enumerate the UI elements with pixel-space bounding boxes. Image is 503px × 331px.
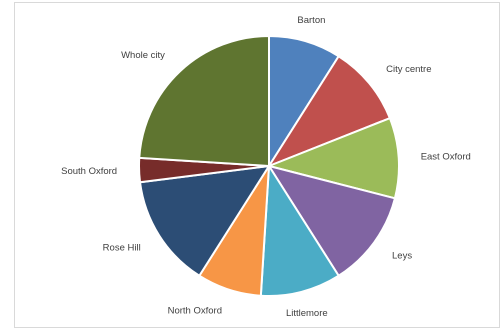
pie-label-barton: Barton <box>297 15 325 26</box>
pie-label-leys: Leys <box>392 250 412 261</box>
pie-labels: Barton City centre East Oxford Leys Littlemo… <box>61 15 471 319</box>
pie-label-east-oxford: East Oxford <box>421 152 471 163</box>
pie-slice-littlemore <box>259 162 341 297</box>
pie-label-north-oxford: North Oxford <box>168 306 222 317</box>
pie-slices <box>138 34 400 297</box>
pie-slice-leys <box>266 164 397 278</box>
pie-label-south-oxford: South Oxford <box>61 166 117 177</box>
pie-slice-rose-hill <box>138 164 271 278</box>
top-strip <box>0 0 503 3</box>
pie-slice-whole-city <box>138 34 270 168</box>
pie-label-city-centre: City centre <box>386 64 431 75</box>
pie-label-littlemore: Littlemore <box>286 308 328 319</box>
pie-slice-city-centre <box>266 54 392 169</box>
pie-slice-east-oxford <box>265 116 400 200</box>
pie-label-rose-hill: Rose Hill <box>103 242 141 253</box>
pie-label-whole-city: Whole city <box>121 50 165 61</box>
